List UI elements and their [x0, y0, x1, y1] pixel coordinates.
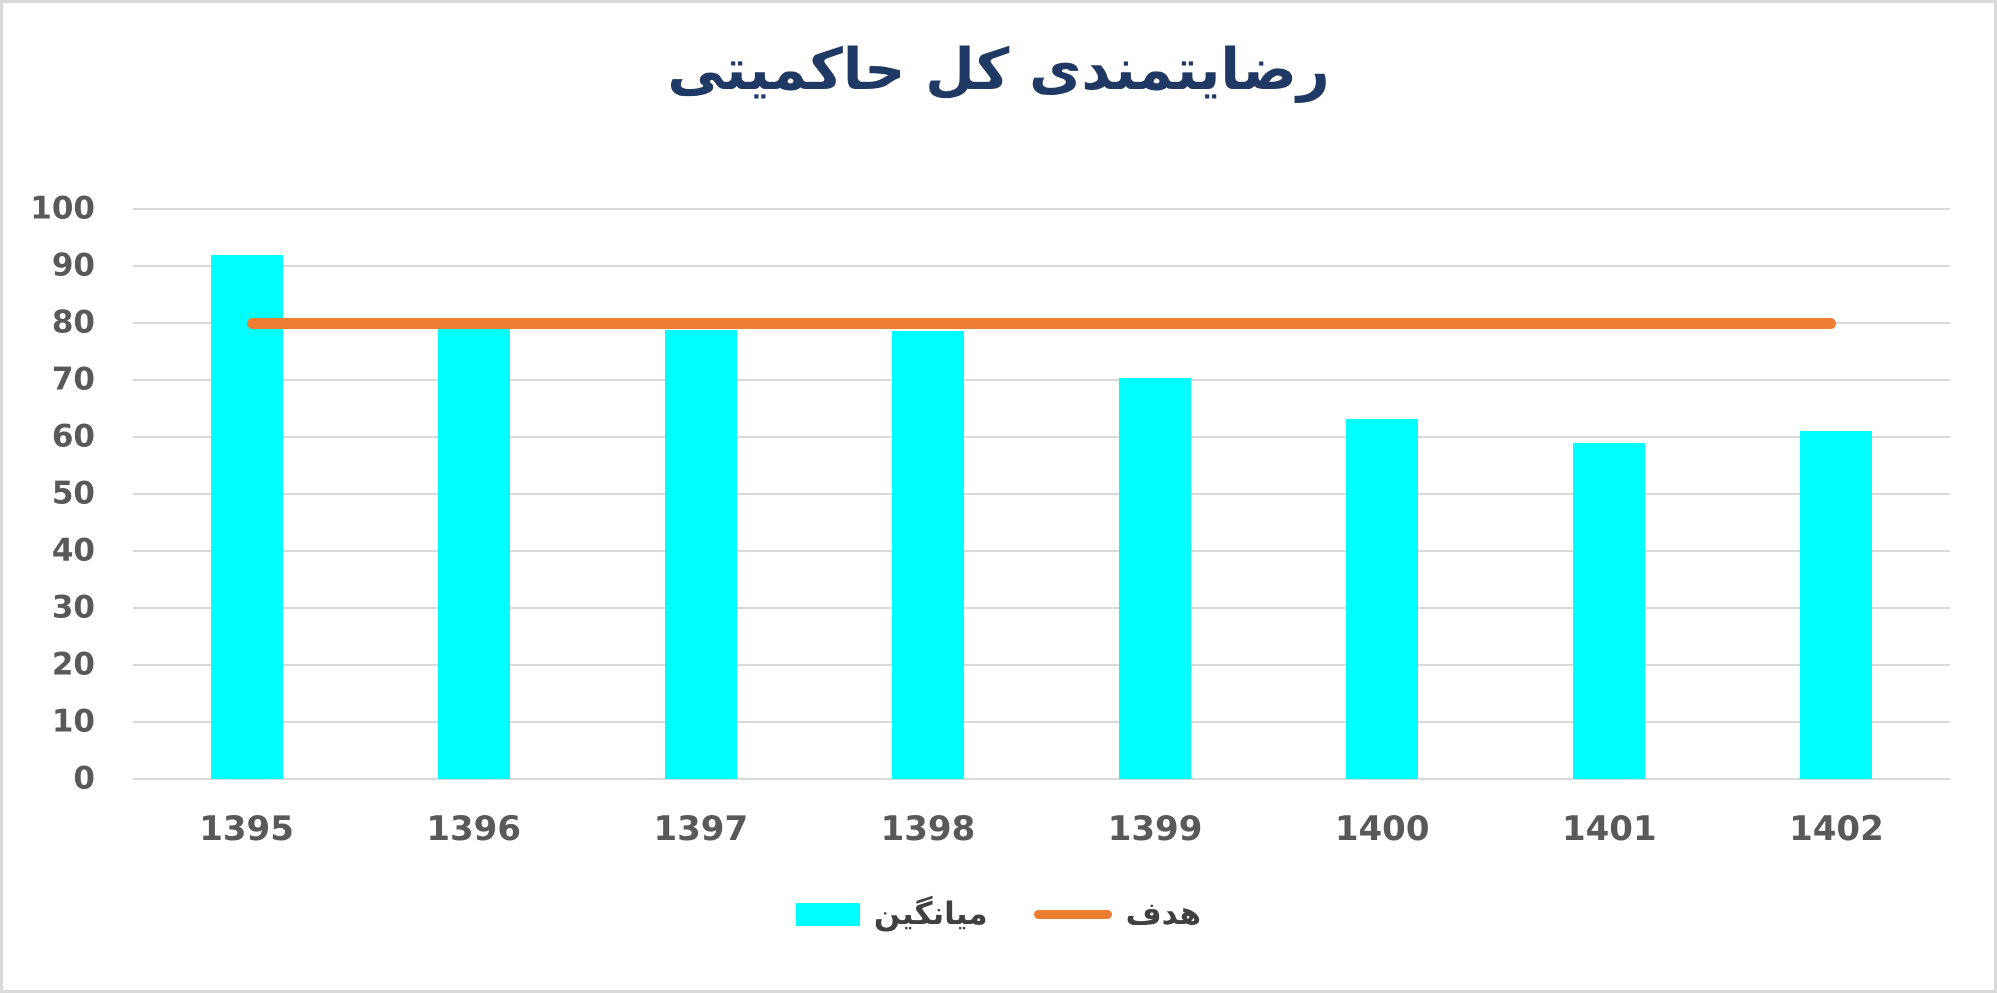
y-tick-label: 80	[51, 304, 95, 341]
x-tick-label: 1399	[1107, 809, 1203, 849]
bar-slot	[1723, 209, 1950, 779]
bar-1396	[437, 327, 510, 779]
bar-1399	[1119, 377, 1192, 779]
bar-1397	[664, 330, 737, 779]
x-tick-label: 1401	[1561, 809, 1657, 849]
y-tick-label: 20	[51, 646, 95, 683]
bar-1401	[1573, 442, 1646, 779]
legend-label-target: هدف	[1125, 896, 1202, 932]
gridline	[133, 550, 1950, 552]
gridline	[133, 436, 1950, 438]
bar-1395	[210, 254, 283, 779]
x-axis-labels: 1395 1396 1397 1398 1399 1400 1401 1402	[133, 809, 1950, 850]
bar-slot	[814, 209, 1041, 779]
y-tick-label: 50	[51, 475, 95, 512]
target-series-swatch	[1033, 910, 1112, 919]
legend-label-mean: میانگین	[873, 896, 988, 932]
gridline	[133, 208, 1950, 210]
target-line	[246, 317, 1837, 329]
y-tick-label: 40	[51, 532, 95, 569]
gridline	[133, 721, 1950, 723]
bar-slot	[133, 209, 360, 779]
y-tick-label: 0	[73, 760, 95, 797]
gridline	[133, 664, 1950, 666]
y-tick-label: 90	[51, 247, 95, 284]
x-tick-label: 1400	[1334, 809, 1430, 849]
bar-slot	[1042, 209, 1269, 779]
plot-area	[133, 208, 1950, 780]
gridline	[133, 778, 1950, 780]
y-axis-labels: 0 10 20 30 40 50 60 70 80 90 100	[3, 193, 95, 794]
mean-series-swatch	[795, 903, 860, 926]
x-tick-label: 1395	[199, 809, 294, 849]
y-tick-label: 100	[30, 190, 95, 227]
bar-1402	[1800, 431, 1873, 779]
x-tick-label: 1397	[653, 809, 749, 849]
y-tick-label: 10	[51, 703, 95, 740]
bar-1400	[1346, 418, 1419, 779]
bar-1398	[891, 330, 964, 779]
x-tick-label: 1396	[426, 809, 521, 849]
x-tick-label: 1402	[1789, 809, 1884, 849]
x-tick-label: 1398	[880, 809, 976, 849]
gridline	[133, 379, 1950, 381]
bar-slot	[587, 209, 814, 779]
chart-title: رضایتمندی کل حاکمیتی	[667, 37, 1330, 103]
gridline	[133, 265, 1950, 267]
y-tick-label: 70	[51, 361, 95, 398]
bar-series	[133, 209, 1950, 779]
bar-slot	[360, 209, 587, 779]
bar-slot	[1496, 209, 1723, 779]
legend-item-target: هدف	[1033, 896, 1202, 932]
bar-slot	[1269, 209, 1496, 779]
y-tick-label: 60	[51, 418, 95, 455]
legend: میانگین هدف	[3, 899, 1994, 930]
legend-item-mean: میانگین	[795, 896, 988, 932]
gridline	[133, 493, 1950, 495]
gridline	[133, 607, 1950, 609]
y-tick-label: 30	[51, 589, 95, 626]
